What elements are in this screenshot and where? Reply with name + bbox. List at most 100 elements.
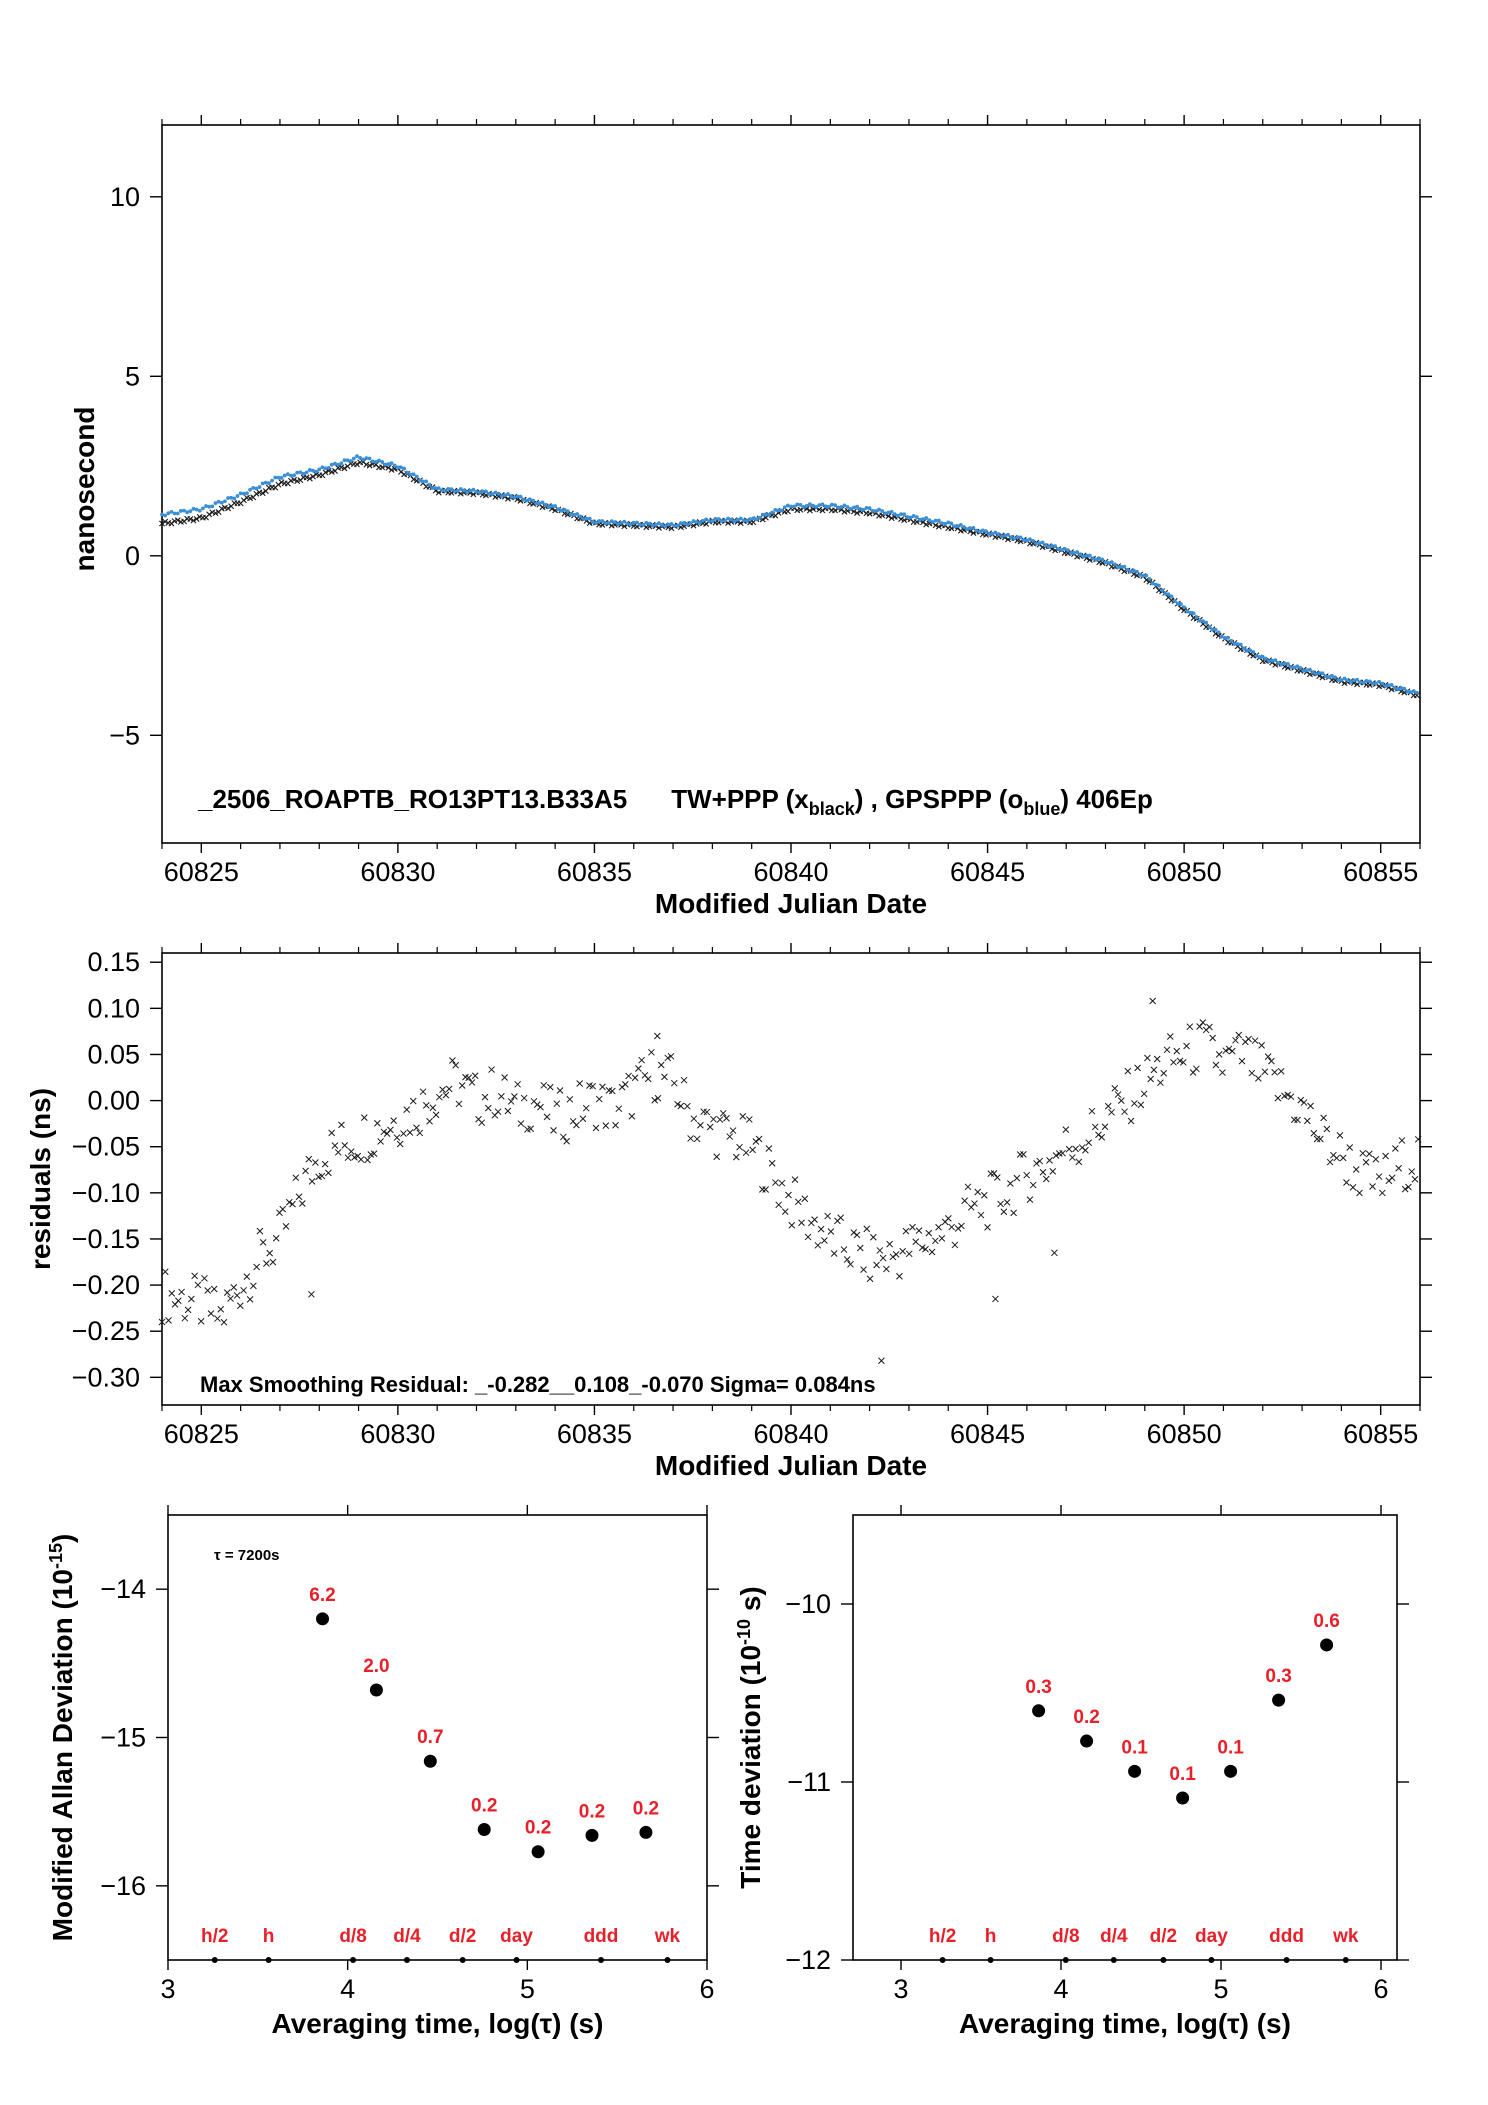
data-point: [278, 479, 285, 486]
data-point: [1135, 569, 1139, 574]
data-point-stroke: [1261, 1068, 1269, 1076]
data-point: [697, 521, 702, 525]
data-point: [1257, 655, 1262, 659]
data-point: [962, 525, 966, 529]
data-point: [631, 520, 636, 525]
data-point: [1199, 1019, 1207, 1026]
data-point: [664, 1054, 672, 1062]
data-point: [533, 1101, 541, 1108]
data-point-stroke: [638, 1056, 646, 1064]
data-point: [1326, 1158, 1334, 1166]
data-point: [333, 461, 337, 466]
data-point-stroke: [644, 1075, 652, 1083]
data-point-stroke: [697, 1121, 704, 1129]
data-point-stroke: [488, 1066, 495, 1073]
data-point: [325, 1169, 332, 1177]
data-point: [546, 1083, 554, 1091]
data-point-stroke: [1140, 1090, 1148, 1098]
interval-label: wk: [1332, 1926, 1359, 1947]
data-point: [403, 1106, 411, 1113]
data-point: [945, 1215, 952, 1222]
data-point: [1396, 687, 1400, 692]
data-point: [924, 516, 929, 520]
data-point-stroke: [653, 1032, 661, 1040]
data-point: [1059, 548, 1064, 552]
data-point: [732, 1153, 740, 1161]
data-point-stroke: [931, 1237, 939, 1245]
data-point: [331, 1142, 339, 1149]
data-point: [543, 502, 548, 507]
data-point: [798, 502, 803, 507]
data-point: [922, 1245, 929, 1253]
data-point: [590, 519, 595, 524]
data-point: [543, 1113, 551, 1121]
data-point-stroke: [214, 1315, 221, 1322]
data-point: [707, 519, 712, 523]
data-point: [1007, 1180, 1014, 1187]
data-point: [693, 1135, 701, 1143]
data-point: [638, 522, 642, 527]
interval-dot: [459, 1957, 466, 1963]
data-point-stroke: [341, 465, 348, 472]
data-point: [458, 487, 463, 491]
y-axis-label: residuals (ns): [25, 1088, 56, 1270]
data-point: [741, 518, 746, 523]
data-point-stroke: [1378, 1189, 1386, 1197]
data-point-stroke: [302, 1167, 309, 1175]
data-point: [795, 502, 800, 507]
data-point: [295, 470, 300, 475]
data-point: [169, 509, 174, 514]
data-point-stroke: [387, 1126, 394, 1134]
data-point: [1361, 680, 1366, 685]
data-point: [1274, 1094, 1282, 1102]
data-point: [984, 1224, 991, 1231]
data-point: [987, 532, 992, 536]
data-point-stroke: [537, 1103, 544, 1111]
data-point-stroke: [665, 524, 672, 531]
data-point: [477, 490, 482, 495]
data-point-stroke: [1157, 1079, 1164, 1087]
data-point: [1091, 1123, 1099, 1131]
data-point: [794, 1198, 802, 1206]
data-point-stroke: [556, 1087, 564, 1094]
annotation-part: ) 406Ep: [1060, 784, 1153, 814]
interval-label: h: [263, 1926, 275, 1947]
data-point: [291, 476, 298, 483]
x-tick-label: 6: [1373, 1974, 1388, 2004]
data-point-stroke: [1362, 1158, 1370, 1166]
data-point-stroke: [1199, 1019, 1207, 1026]
data-point-stroke: [775, 1201, 783, 1209]
data-point: [1210, 627, 1215, 632]
data-point: [785, 1191, 792, 1199]
data-point: [798, 1219, 805, 1227]
data-point-stroke: [357, 1156, 365, 1163]
data-point: [387, 1126, 394, 1134]
data-point: [307, 468, 312, 472]
data-point: [309, 473, 316, 480]
data-point: [814, 505, 819, 509]
data-point-stroke: [1091, 1123, 1099, 1131]
data-point-stroke: [501, 1074, 508, 1081]
data-point-stroke: [909, 1223, 916, 1231]
data-point-stroke: [190, 517, 197, 524]
data-point: [1346, 1144, 1354, 1151]
data-point-stroke: [1186, 1023, 1194, 1031]
data-point: [197, 508, 202, 513]
data-point: [406, 1129, 414, 1136]
data-point: [1292, 665, 1297, 670]
data-point-stroke: [990, 1169, 998, 1177]
data-point: [1399, 686, 1404, 690]
data-point: [1317, 671, 1322, 675]
data-point-stroke: [635, 1065, 642, 1072]
data-point-stroke: [729, 1127, 737, 1134]
data-point-stroke: [449, 1057, 456, 1064]
data-point: [357, 1156, 365, 1163]
data-point: [546, 505, 551, 509]
data-point-stroke: [628, 1112, 636, 1120]
data-point-stroke: [1137, 1101, 1145, 1109]
data-point-stroke: [298, 1200, 306, 1207]
data-point: [971, 525, 976, 530]
data-point-stroke: [979, 531, 986, 538]
data-point-stroke: [1153, 1055, 1161, 1063]
data-point-stroke: [869, 1233, 877, 1241]
